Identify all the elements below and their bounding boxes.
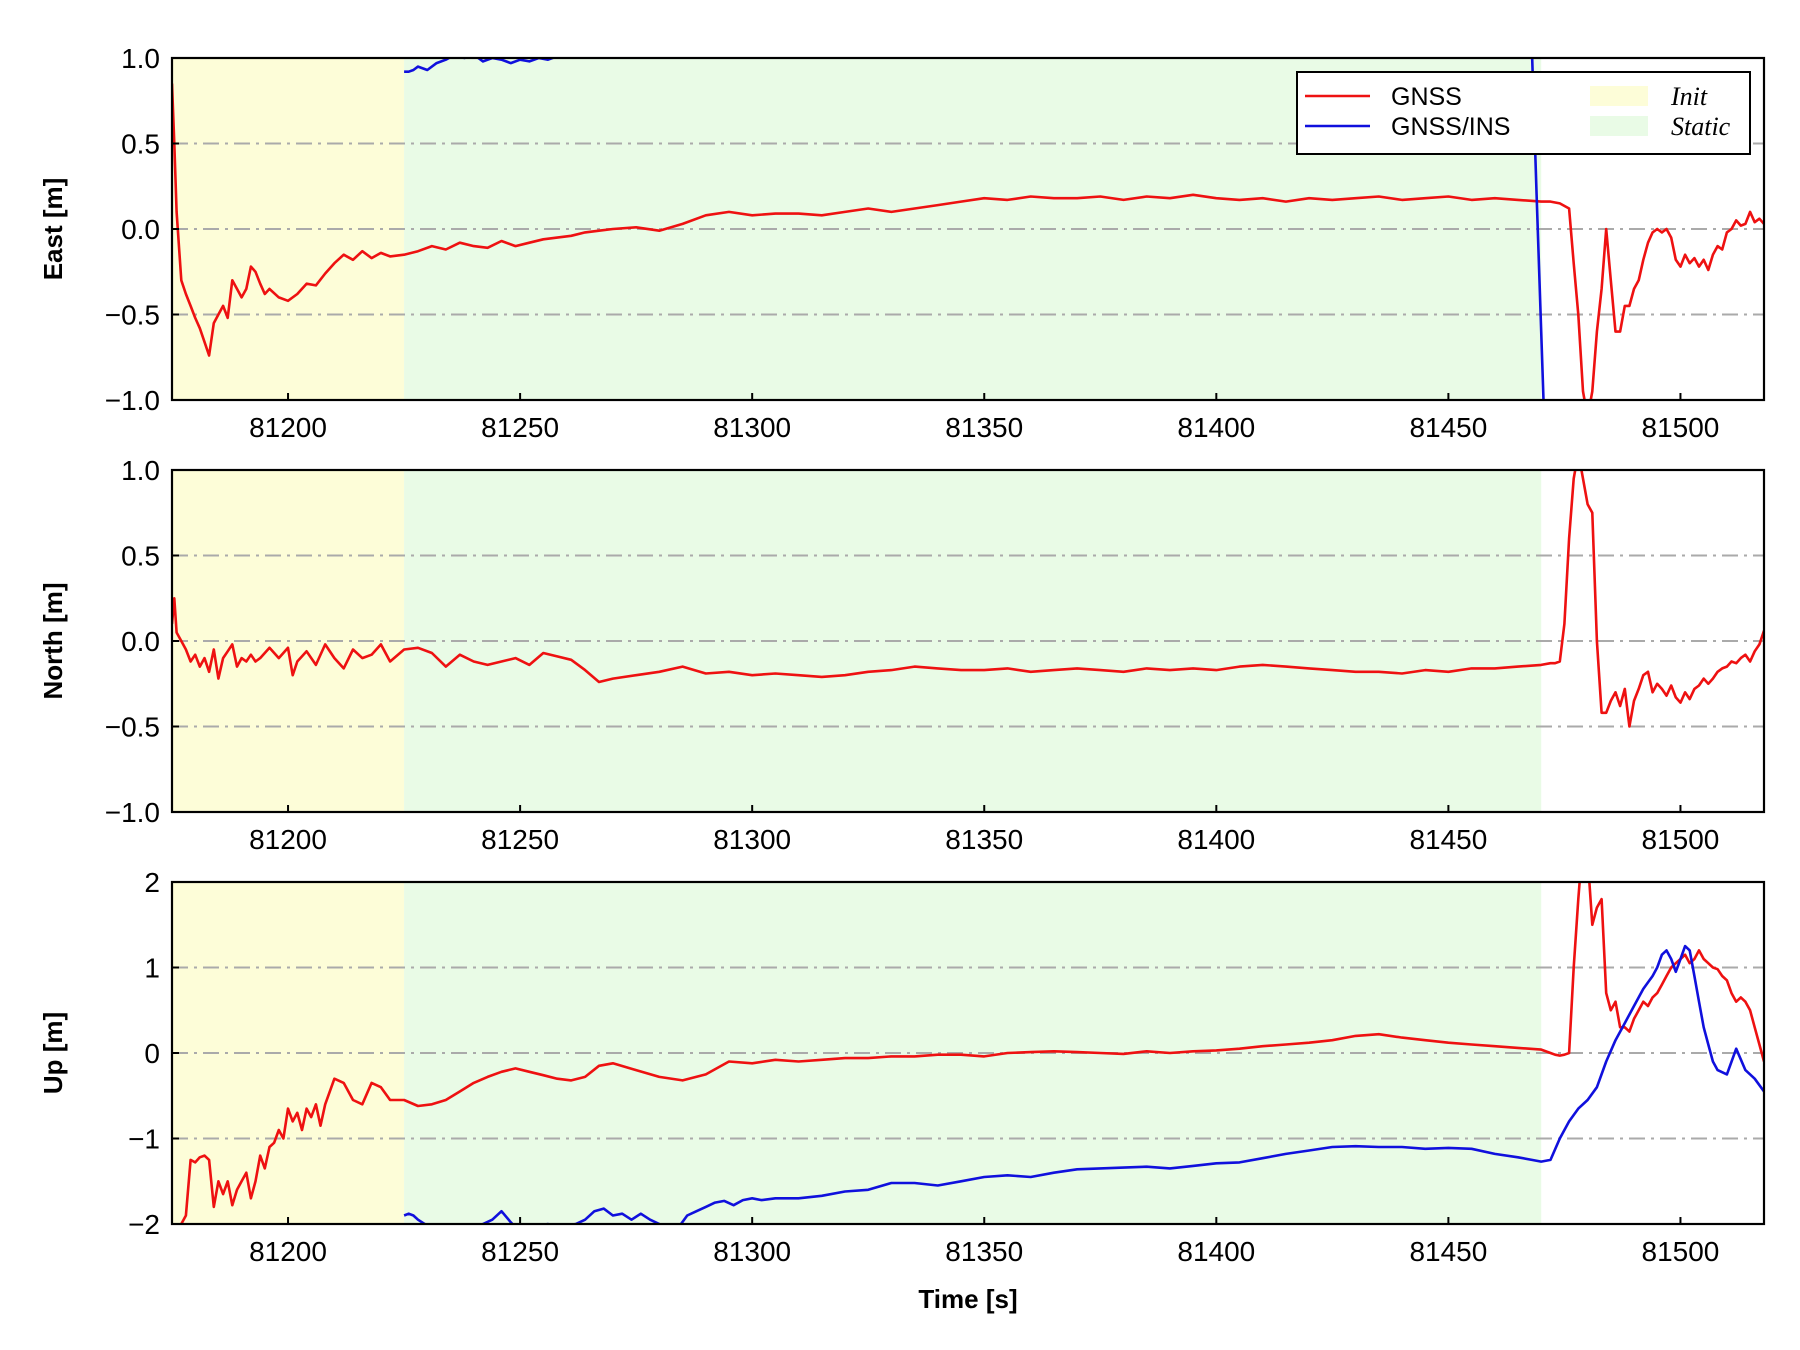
series-line-gnss [179,882,1764,1224]
x-tick-label: 81400 [1177,412,1255,443]
x-tick-label: 81250 [481,412,559,443]
y-tick-label: 0 [144,1038,160,1069]
x-tick-label: 81300 [713,824,791,855]
y-tick-label: 0.0 [121,214,160,245]
y-tick-label: 1.0 [121,43,160,74]
x-tick-label: 81350 [945,824,1023,855]
x-axis-label: Time [s] [918,1284,1017,1314]
series-line-gnss-ins [403,944,1764,1224]
x-tick-label: 81450 [1409,412,1487,443]
x-tick-label: 81200 [249,824,327,855]
y-axis-label: East [m] [38,178,68,281]
series-line-gnss [172,470,1764,728]
y-tick-label: 0.0 [121,626,160,657]
y-tick-label: 1 [144,953,160,984]
x-tick-label: 81300 [713,1236,791,1267]
x-tick-label: 81400 [1177,1236,1255,1267]
y-axis-label: Up [m] [38,1012,68,1094]
x-tick-label: 81250 [481,824,559,855]
y-tick-label: −2 [128,1209,160,1240]
y-tick-label: −1 [128,1124,160,1155]
series-line-gnss-ins [404,58,1545,400]
x-tick-label: 81200 [249,412,327,443]
x-tick-label: 81300 [713,412,791,443]
shaded-region-static [404,470,1542,812]
panel-3: 81200 81250 81300 81350 81400 81450 81500 −2 −1 0… [38,867,1766,1267]
y-tick-label: 0.5 [121,541,160,572]
x-tick-label: 81500 [1642,412,1720,443]
x-tick-label: 81450 [1409,1236,1487,1267]
legend-swatch-static [1590,116,1648,136]
legend-label: Init [1670,82,1708,111]
legend-label: GNSS [1391,83,1462,111]
x-tick-label: 81500 [1642,824,1720,855]
x-tick-label: 81400 [1177,824,1255,855]
y-tick-label: −0.5 [105,300,160,331]
x-tick-label: 81200 [249,1236,327,1267]
legend-swatch-init [1590,86,1648,106]
x-tick-label: 81350 [945,1236,1023,1267]
x-tick-label: 81500 [1642,1236,1720,1267]
y-tick-label: 2 [144,867,160,898]
x-tick-label: 81350 [945,412,1023,443]
y-tick-label: −1.0 [105,797,160,828]
y-axis-label: North [m] [38,583,68,700]
legend-label: GNSS/INS [1391,113,1510,141]
series-line-gnss [172,83,1764,400]
y-tick-label: 0.5 [121,129,160,160]
y-tick-label: −0.5 [105,712,160,743]
shaded-region-static [404,882,1542,1224]
legend-box [1296,71,1751,155]
x-tick-label: 81450 [1409,824,1487,855]
y-tick-label: −1.0 [105,385,160,416]
y-tick-label: 1.0 [121,455,160,486]
legend-label: Static [1671,112,1731,141]
panel-2: 81200 81250 81300 81350 81400 81450 81500 −1.0 −… [38,455,1766,855]
x-tick-label: 81250 [481,1236,559,1267]
